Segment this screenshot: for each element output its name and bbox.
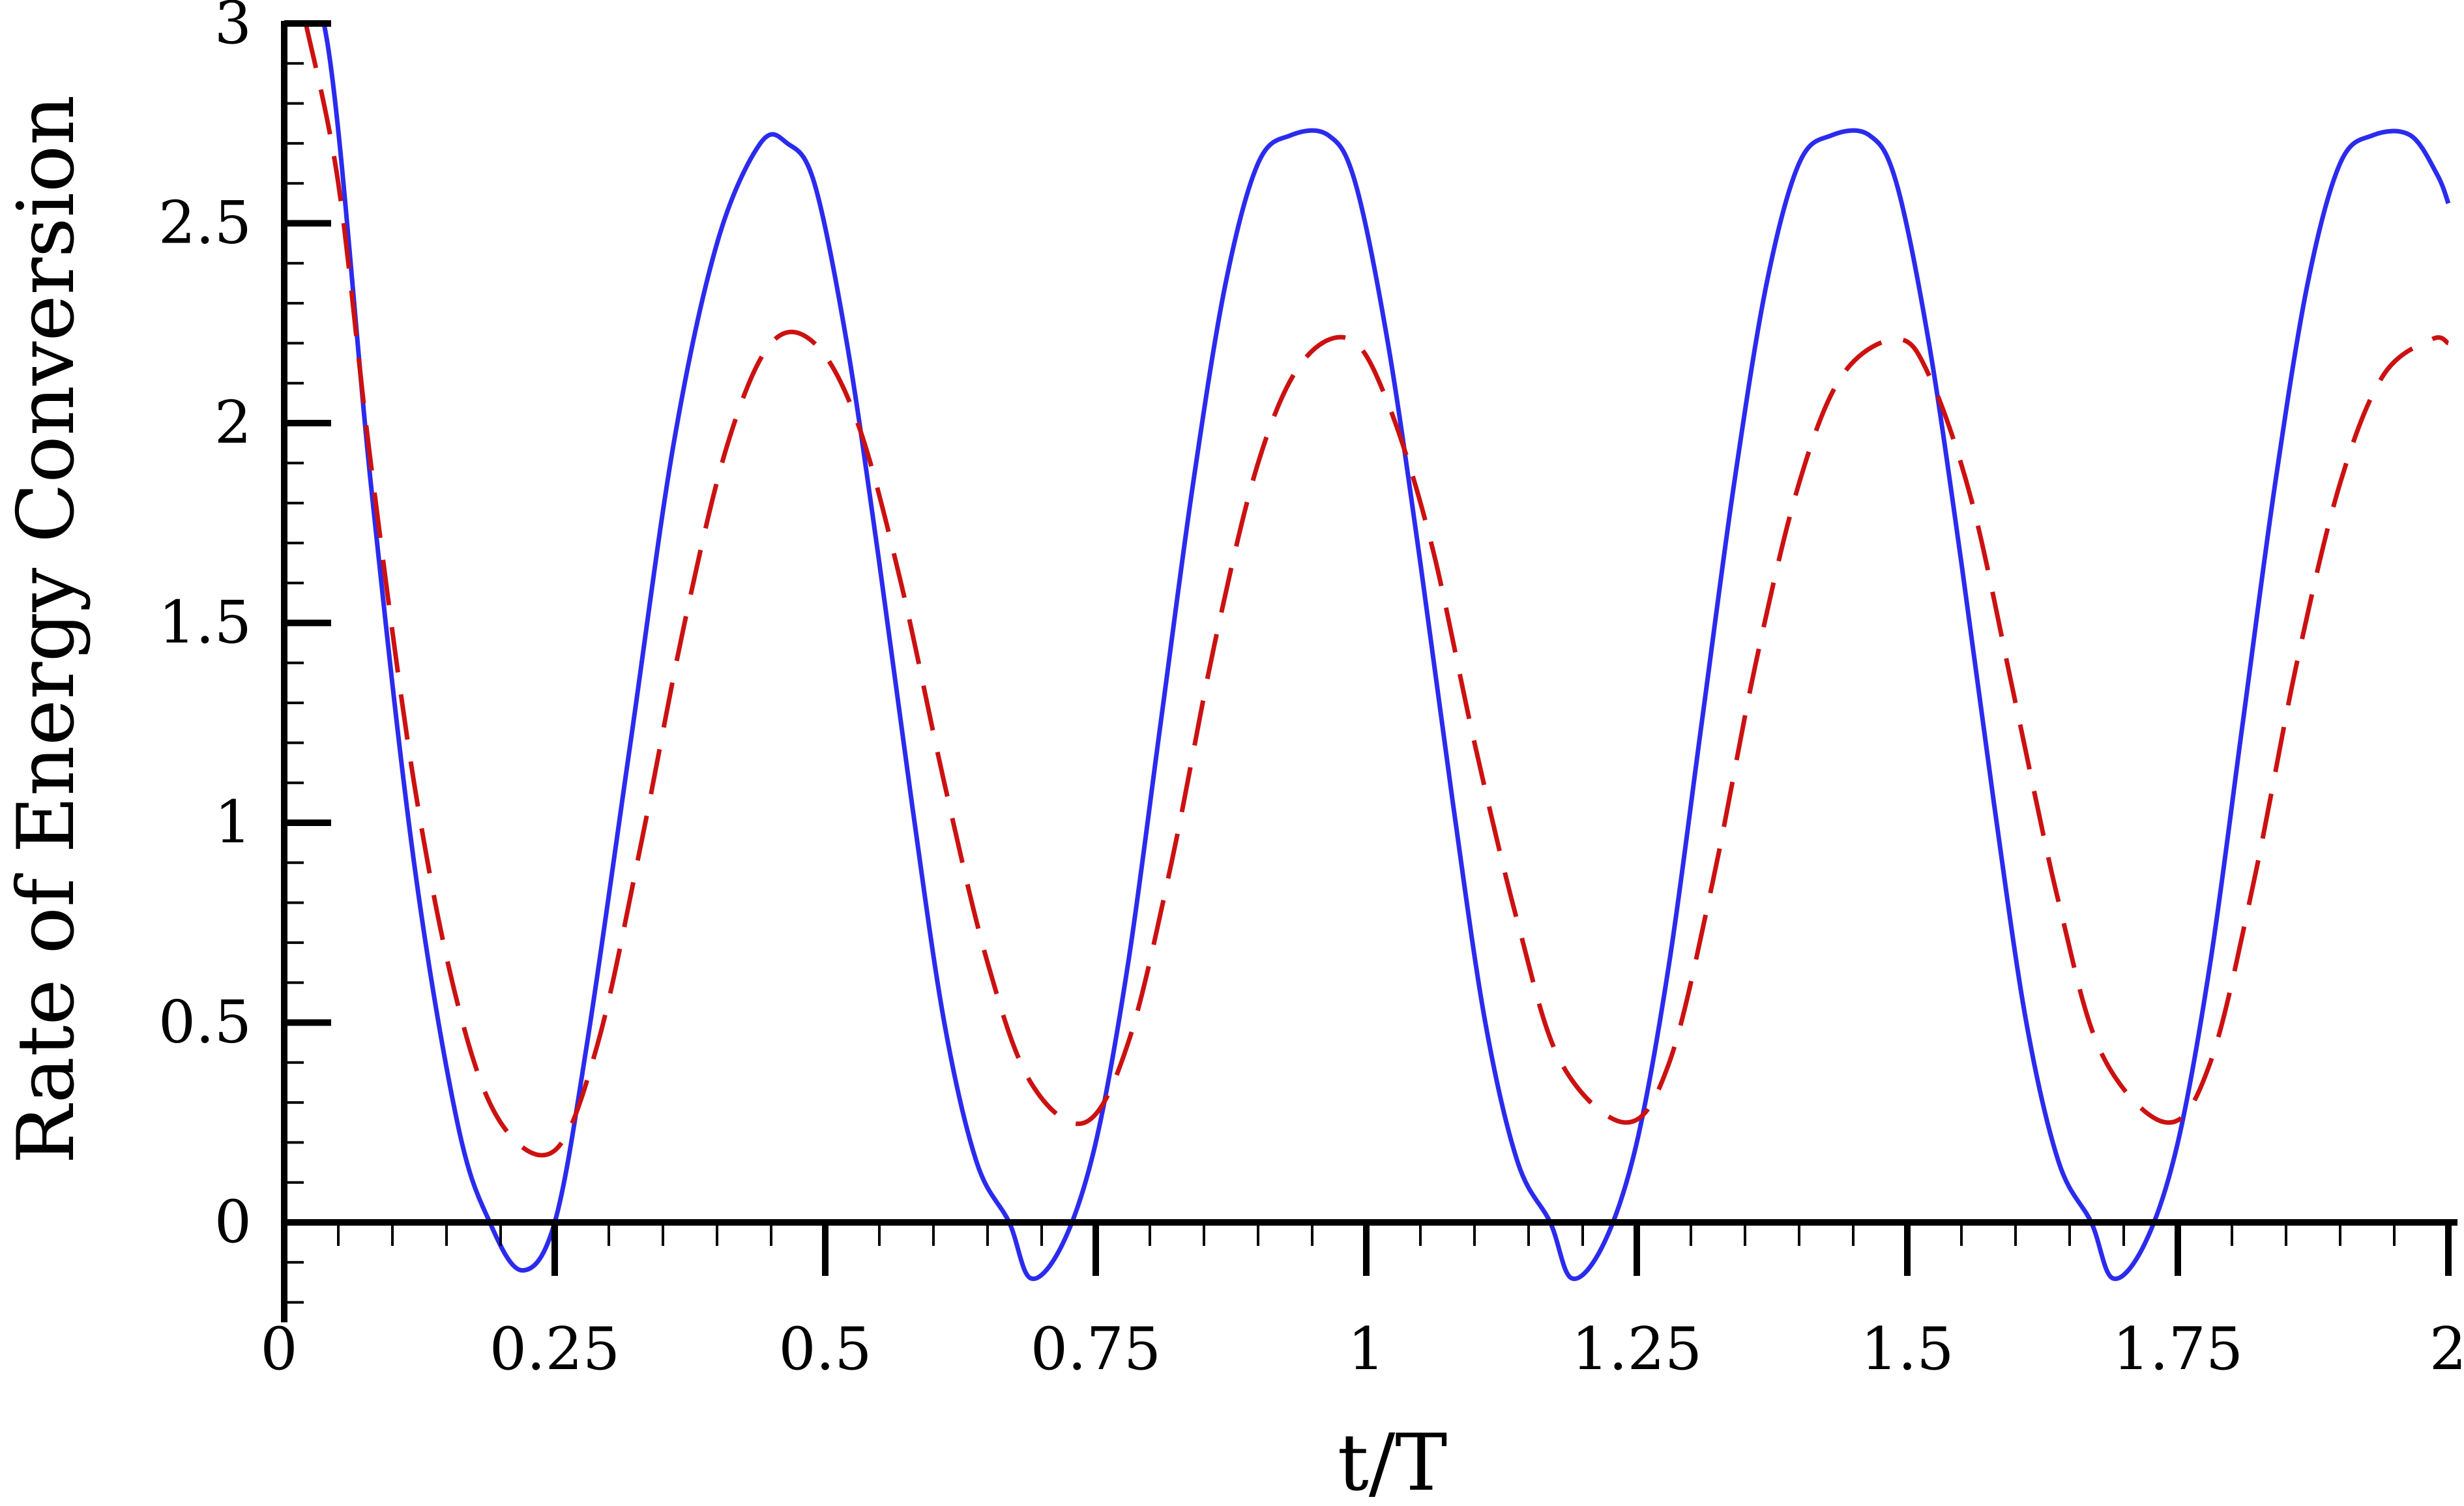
y-tick-label: 0.5 bbox=[158, 988, 252, 1057]
x-tick-label: 2 bbox=[2429, 1315, 2464, 1383]
x-tick-label: 1.25 bbox=[1572, 1315, 1702, 1383]
series-1-line bbox=[321, 23, 2451, 1281]
x-tick-label: 0.75 bbox=[1031, 1315, 1161, 1383]
series-1 bbox=[321, 23, 2451, 1281]
axes-layer: 0 0.5 1 1.5 2 2.5 3 0 0.25 0.5 0.75 1 1.25 1.5 1.75 2 bbox=[158, 0, 2464, 1383]
x-tick-label: 0.5 bbox=[778, 1315, 872, 1383]
x-tick-label: 1.75 bbox=[2113, 1315, 2243, 1383]
y-tick-label: 0 bbox=[214, 1188, 252, 1256]
x-axis-title: t/T bbox=[1338, 1418, 1448, 1506]
x-tick-label: 1 bbox=[1347, 1315, 1385, 1383]
x-tick-label: 0.25 bbox=[490, 1315, 620, 1383]
y-tick-label: 1.5 bbox=[158, 589, 252, 657]
x-tick-label: 0 bbox=[260, 1315, 297, 1383]
x-tick-label: 1.5 bbox=[1860, 1315, 1954, 1383]
y-axis-title: Rate of Energy Conversion bbox=[1, 95, 92, 1164]
y-tick-label: 1 bbox=[214, 788, 252, 857]
y-tick-label: 3 bbox=[214, 0, 252, 57]
series-layer bbox=[303, 23, 2451, 1281]
series-2-line bbox=[303, 23, 2450, 1158]
series-2 bbox=[303, 23, 2450, 1158]
y-tick-label: 2.5 bbox=[158, 189, 252, 258]
y-tick-label: 2 bbox=[214, 389, 252, 457]
